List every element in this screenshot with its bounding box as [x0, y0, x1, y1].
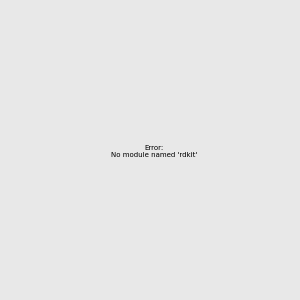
Text: Error:
No module named 'rdkit': Error: No module named 'rdkit'	[111, 145, 197, 158]
